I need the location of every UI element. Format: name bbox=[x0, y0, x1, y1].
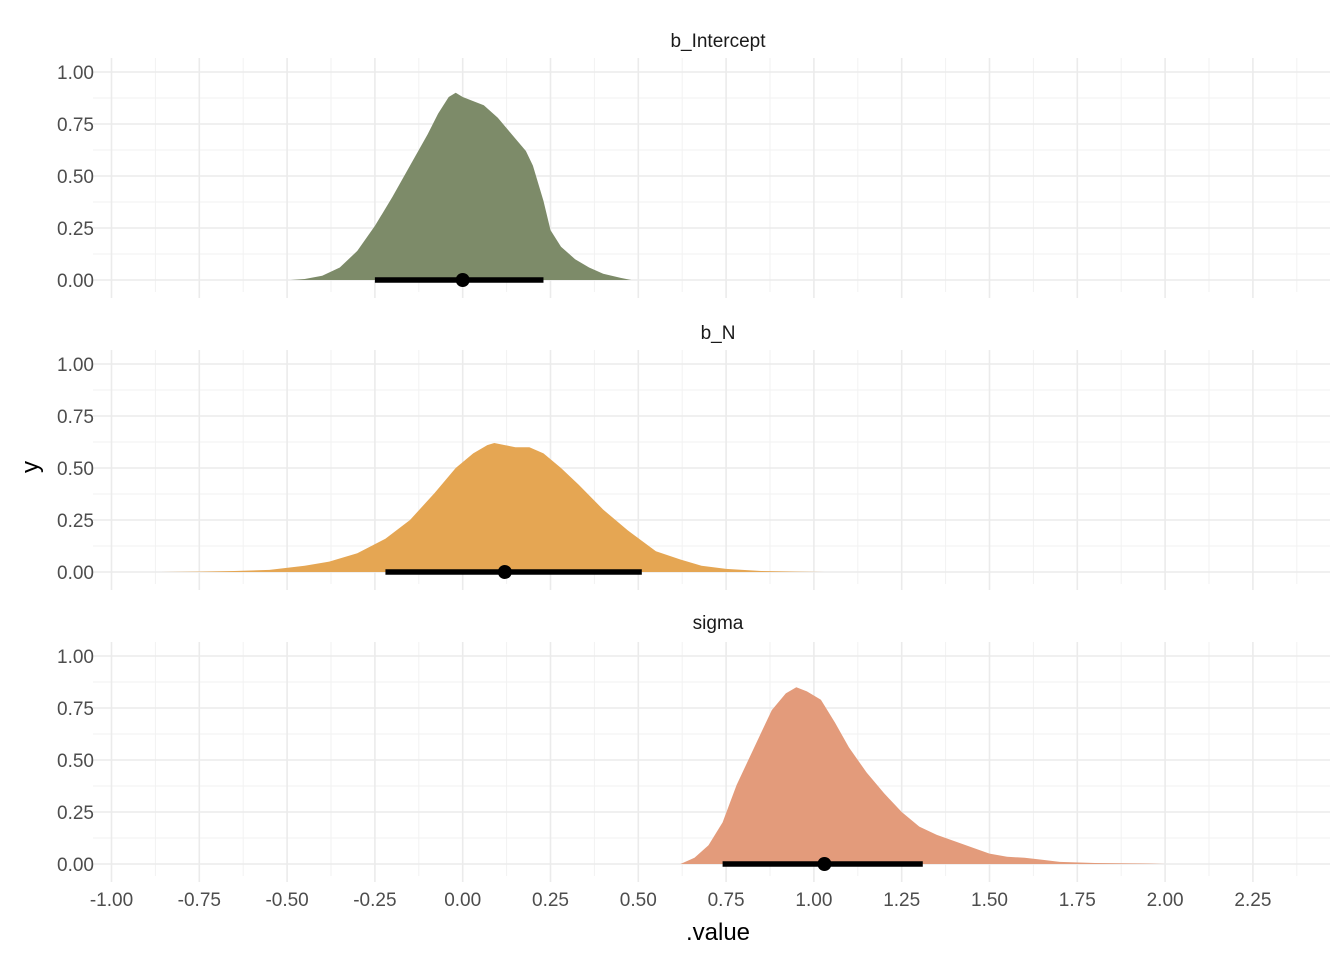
panel-title: b_N bbox=[701, 323, 736, 344]
x-tick-label: -0.25 bbox=[353, 890, 396, 911]
x-tick-label: 1.00 bbox=[795, 890, 832, 911]
point-estimate bbox=[817, 857, 832, 871]
y-tick-label: 0.00 bbox=[57, 271, 94, 292]
x-tick-label: -0.50 bbox=[265, 890, 308, 911]
density-area-b_Intercept bbox=[290, 92, 632, 280]
y-tick-label: 1.00 bbox=[57, 63, 94, 84]
y-axis-title: y bbox=[17, 461, 44, 473]
x-tick-label: 2.25 bbox=[1234, 890, 1271, 911]
y-tick-label: 0.25 bbox=[57, 219, 94, 240]
x-tick-label: 0.75 bbox=[708, 890, 745, 911]
y-tick-label: 0.25 bbox=[57, 511, 94, 532]
y-tick-label: 0.75 bbox=[57, 407, 94, 428]
y-tick-label: 0.00 bbox=[57, 563, 94, 584]
x-tick-label: -0.75 bbox=[178, 890, 221, 911]
density-area-b_N bbox=[160, 443, 825, 572]
x-tick-label: -1.00 bbox=[90, 890, 133, 911]
x-tick-label: 2.00 bbox=[1147, 890, 1184, 911]
y-tick-label: 0.00 bbox=[57, 855, 94, 876]
y-tick-label: 0.25 bbox=[57, 803, 94, 824]
y-tick-label: 0.75 bbox=[57, 699, 94, 720]
y-tick-label: 1.00 bbox=[57, 355, 94, 376]
x-tick-label: 0.00 bbox=[444, 890, 481, 911]
x-tick-label: 0.50 bbox=[620, 890, 657, 911]
panel-title: b_Intercept bbox=[670, 31, 766, 52]
x-tick-label: 1.25 bbox=[883, 890, 920, 911]
y-tick-label: 1.00 bbox=[57, 647, 94, 668]
x-tick-label: 1.50 bbox=[971, 890, 1008, 911]
point-estimate bbox=[497, 565, 512, 579]
y-tick-label: 0.50 bbox=[57, 751, 94, 772]
y-tick-label: 0.50 bbox=[57, 167, 94, 188]
y-tick-label: 0.50 bbox=[57, 459, 94, 480]
x-tick-label: 1.75 bbox=[1059, 890, 1096, 911]
x-axis-title: .value bbox=[686, 919, 750, 946]
x-tick-label: 0.25 bbox=[532, 890, 569, 911]
panel-title: sigma bbox=[693, 613, 744, 634]
density-area-sigma bbox=[680, 687, 1166, 864]
point-estimate bbox=[455, 273, 470, 287]
y-tick-label: 0.75 bbox=[57, 115, 94, 136]
